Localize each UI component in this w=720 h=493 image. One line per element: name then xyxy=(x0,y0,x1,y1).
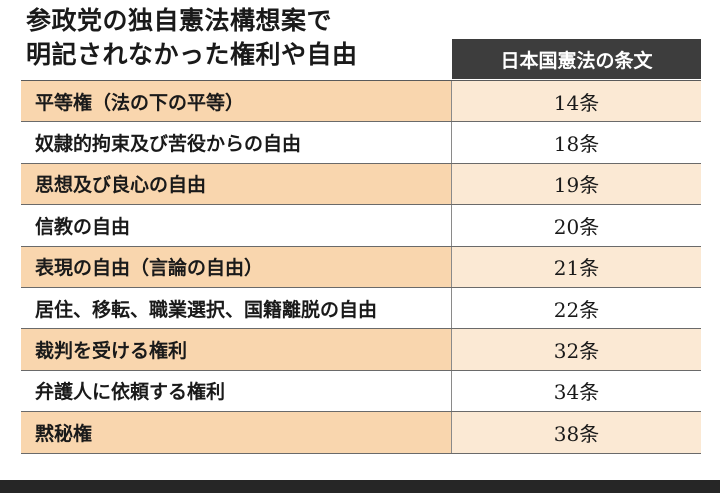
article-number: 32条 xyxy=(451,329,701,370)
table-row: 居住、移転、職業選択、国籍離脱の自由 22条 xyxy=(21,287,701,330)
column-header-article: 日本国憲法の条文 xyxy=(452,39,701,79)
right-name: 信教の自由 xyxy=(35,215,131,238)
article-number: 34条 xyxy=(451,370,701,412)
right-name: 弁護人に依頼する権利 xyxy=(35,381,226,404)
table-row: 思想及び良心の自由 19条 xyxy=(21,163,701,206)
bottom-bar xyxy=(0,480,720,493)
table-row: 弁護人に依頼する権利 34条 xyxy=(21,370,701,413)
article-number: 20条 xyxy=(451,205,701,246)
right-name: 裁判を受ける権利 xyxy=(35,340,188,363)
right-name: 平等権（法の下の平等） xyxy=(35,91,245,114)
article-number: 22条 xyxy=(451,287,701,329)
table-row: 黙秘権 38条 xyxy=(21,412,701,454)
article-number: 38条 xyxy=(451,412,701,453)
table-row: 表現の自由（言論の自由） 21条 xyxy=(21,246,701,288)
right-name: 奴隷的拘束及び苦役からの自由 xyxy=(35,133,302,156)
title-line-2: 明記されなかった権利や自由 xyxy=(26,40,358,69)
right-name: 居住、移転、職業選択、国籍離脱の自由 xyxy=(35,298,378,321)
table-row: 裁判を受ける権利 32条 xyxy=(21,329,701,371)
table-row: 信教の自由 20条 xyxy=(21,205,701,247)
article-number: 14条 xyxy=(451,81,701,122)
table-row: 平等権（法の下の平等） 14条 xyxy=(21,81,701,123)
rights-table: 平等権（法の下の平等） 14条 奴隷的拘束及び苦役からの自由 18条 思想及び良… xyxy=(21,80,701,454)
article-number: 18条 xyxy=(451,122,701,163)
title-line-1: 参政党の独自憲法構想案で xyxy=(26,6,333,35)
article-number: 21条 xyxy=(451,246,701,287)
table-row: 奴隷的拘束及び苦役からの自由 18条 xyxy=(21,122,701,164)
right-name: 思想及び良心の自由 xyxy=(35,174,207,197)
article-number: 19条 xyxy=(451,163,701,205)
page-title: 参政党の独自憲法構想案で 明記されなかった権利や自由 xyxy=(26,4,358,72)
right-name: 黙秘権 xyxy=(35,422,93,445)
right-name: 表現の自由（言論の自由） xyxy=(35,257,264,280)
